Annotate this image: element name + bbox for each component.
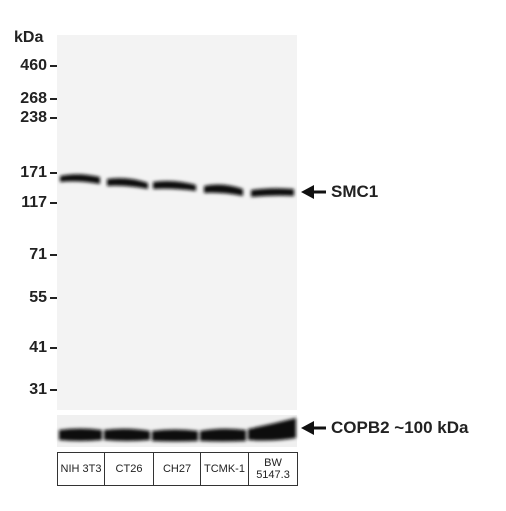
marker-label: 460: [20, 57, 47, 74]
lane-label: NIH 3T3: [60, 463, 102, 475]
lane-label: BW 5147.3: [256, 457, 290, 481]
band-label: SMC1: [331, 182, 379, 201]
band-label: COPB2 ~100 kDa: [331, 418, 469, 437]
lane-boxes: [57, 452, 298, 486]
marker-label: 71: [29, 246, 47, 263]
copb2-bands: [59, 418, 296, 442]
lane-label: CH27: [162, 463, 192, 475]
marker-label: 238: [20, 109, 47, 126]
lane-label: TCMK-1: [204, 463, 245, 475]
smc1-bands: [60, 174, 294, 197]
marker-label: 117: [21, 194, 47, 211]
main-panel: [57, 35, 297, 410]
arrows: [301, 185, 326, 435]
lane-label: CT26: [115, 463, 143, 475]
marker-ticks: [50, 65, 57, 391]
marker-label: 55: [29, 289, 47, 306]
marker-label: 171: [20, 164, 47, 181]
marker-label: 41: [29, 339, 47, 356]
marker-label: 31: [29, 381, 47, 398]
marker-label: 268: [20, 90, 47, 107]
unit-label: kDa: [14, 29, 44, 46]
